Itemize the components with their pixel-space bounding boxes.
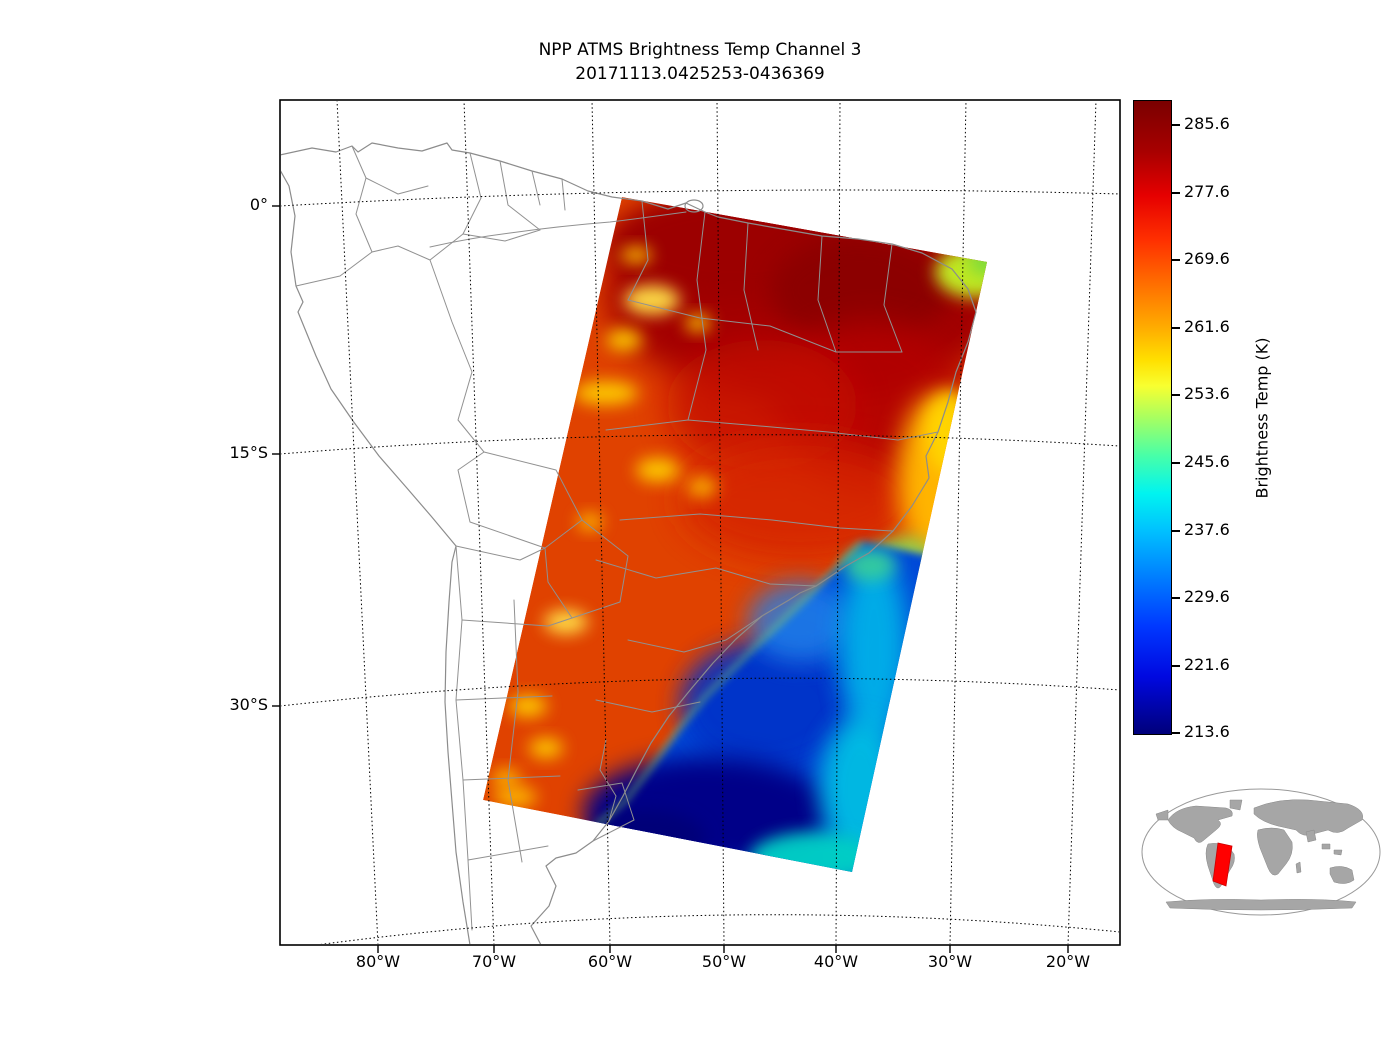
xtick-label: 80°W <box>355 952 401 971</box>
plot-frame <box>279 99 1121 946</box>
xtick-label: 30°W <box>927 952 973 971</box>
colorbar-tick-label: 245.6 <box>1184 452 1230 471</box>
amazon-river <box>429 211 687 248</box>
xtick-label: 70°W <box>471 952 517 971</box>
colorbar-tick-label: 261.6 <box>1184 317 1230 336</box>
figure-title: NPP ATMS Brightness Temp Channel 3 <box>538 40 862 60</box>
colorbar-tick <box>1172 530 1180 532</box>
meridian-80w <box>336 101 379 944</box>
graticule <box>281 101 1119 944</box>
swath-overlay <box>483 197 987 872</box>
meridian-40w <box>835 101 841 944</box>
meridian-30w <box>949 101 967 944</box>
ytick-label: 30°S <box>229 695 268 714</box>
colorbar-gradient <box>1133 100 1172 735</box>
colorbar-tick-label: 237.6 <box>1184 520 1230 539</box>
colorbar-tick-label: 221.6 <box>1184 655 1230 674</box>
colorbar-tick <box>1172 462 1180 464</box>
coastline <box>281 142 977 944</box>
colorbar-tick <box>1172 394 1180 396</box>
meridian-70w <box>463 101 495 944</box>
colorbar-tick-label: 285.6 <box>1184 114 1230 133</box>
xtick-label: 20°W <box>1045 952 1091 971</box>
inset-world-map <box>1141 788 1381 916</box>
xtick-label: 40°W <box>813 952 859 971</box>
colorbar-tick-label: 213.6 <box>1184 722 1230 741</box>
ytick-label: 0° <box>249 195 268 214</box>
colorbar-tick <box>1172 124 1180 126</box>
colorbar-tick-label: 269.6 <box>1184 249 1230 268</box>
parallel-0 <box>281 189 1119 207</box>
colorbar-tick <box>1172 732 1180 734</box>
figure-subtitle: 20171113.0425253-0436369 <box>575 64 825 84</box>
meridian-20w <box>1067 101 1097 944</box>
colorbar-tick-label: 277.6 <box>1184 182 1230 201</box>
colorbar-tick <box>1172 597 1180 599</box>
colorbar-tick-label: 229.6 <box>1184 587 1230 606</box>
colorbar-tick <box>1172 192 1180 194</box>
xtick-label: 60°W <box>587 952 633 971</box>
orinoco-river <box>365 177 429 195</box>
ytick-label: 15°S <box>229 443 268 462</box>
warm-yellow-patches <box>492 246 717 808</box>
axis-ticks <box>272 205 1069 953</box>
meridian-50w <box>716 101 725 944</box>
meridian-60w <box>591 101 611 944</box>
colorbar-tick-label: 253.6 <box>1184 384 1230 403</box>
colorbar-tick <box>1172 259 1180 261</box>
xtick-label: 50°W <box>701 952 747 971</box>
admin-borders <box>295 145 939 931</box>
colorbar-tick <box>1172 327 1180 329</box>
colorbar-tick <box>1172 665 1180 667</box>
swath-footprint-marker <box>1212 842 1233 887</box>
colorbar-label: Brightness Temp (K) <box>1252 337 1272 499</box>
